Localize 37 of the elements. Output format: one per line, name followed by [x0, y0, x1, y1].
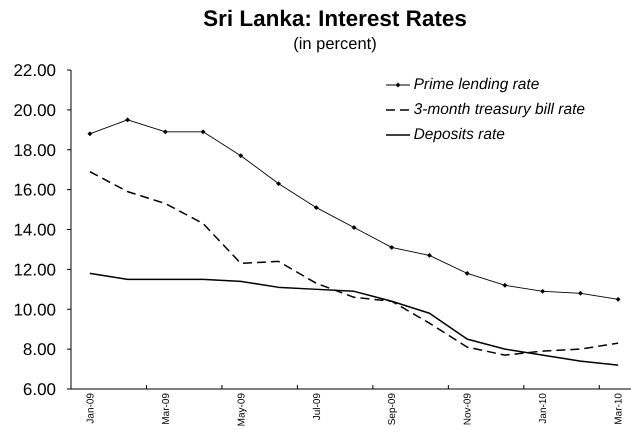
- point: [578, 290, 583, 296]
- x-tick-label: Jan-10: [538, 392, 550, 424]
- point: [464, 270, 470, 276]
- point: [200, 129, 206, 134]
- point: [87, 131, 92, 136]
- point: [276, 181, 281, 186]
- y-tick-label: 14.00: [13, 220, 56, 240]
- x-tick-label: Nov-09: [462, 392, 474, 426]
- legend-label: 3-month treasury bill rate: [414, 100, 585, 118]
- y-tick-label: 12.00: [13, 260, 56, 280]
- point: [162, 129, 168, 134]
- x-tick-label: May-09: [236, 392, 248, 426]
- point: [352, 225, 356, 230]
- point: [616, 296, 621, 302]
- x-tick-label: Jan-09: [85, 392, 96, 424]
- x-tick-label: Jul-09: [312, 392, 323, 420]
- legend-label: Prime lending rate: [414, 76, 540, 94]
- point: [540, 288, 546, 294]
- y-tick-label: 22.00: [13, 61, 56, 80]
- point: [427, 252, 432, 258]
- point: [238, 153, 244, 158]
- legend-label: Deposits rate: [414, 126, 505, 144]
- chart-title: Sri Lanka: Interest Rates: [202, 6, 468, 32]
- chart-subtitle: (in percent): [292, 35, 378, 54]
- y-tick-label: 10.00: [13, 300, 56, 320]
- point: [502, 282, 508, 288]
- y-tick-label: 20.00: [13, 100, 56, 120]
- y-tick-label: 8.00: [22, 340, 56, 360]
- y-tick-label: 6.00: [22, 380, 56, 400]
- point: [389, 244, 394, 250]
- x-tick-label: Sep-09: [387, 392, 398, 426]
- y-tick-label: 16.00: [13, 180, 56, 200]
- point: [314, 205, 319, 210]
- x-tick-label: Mar-09: [160, 392, 172, 425]
- y-tick-label: 18.00: [13, 140, 56, 160]
- point: [125, 117, 130, 122]
- x-tick-label: Mar-10: [614, 392, 625, 425]
